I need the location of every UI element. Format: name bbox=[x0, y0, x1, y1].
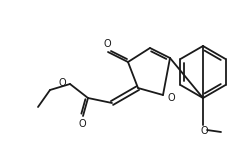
Text: O: O bbox=[58, 78, 66, 88]
Text: O: O bbox=[200, 126, 208, 136]
Text: O: O bbox=[78, 119, 86, 129]
Text: O: O bbox=[103, 39, 111, 49]
Text: O: O bbox=[167, 93, 175, 103]
